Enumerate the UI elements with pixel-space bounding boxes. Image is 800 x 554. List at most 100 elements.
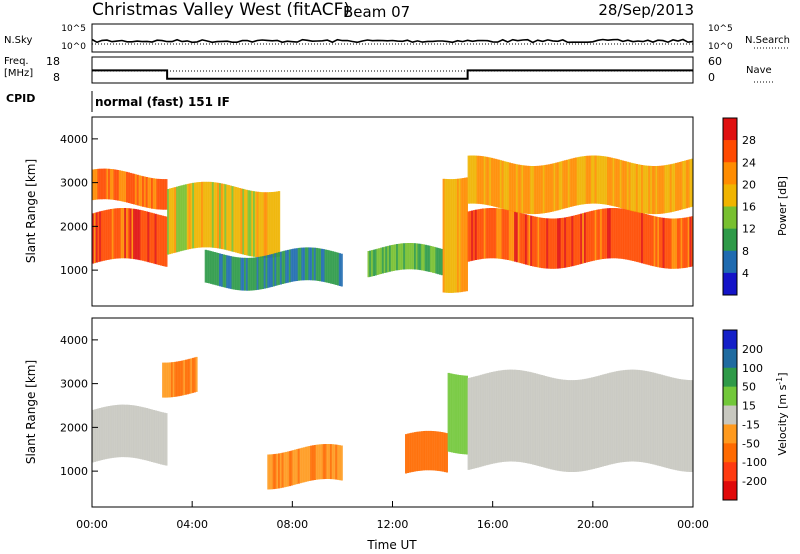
echo-cell [333,444,336,480]
echo-cell [542,218,545,269]
echo-cell [480,374,483,467]
echo-cell [408,433,411,473]
echo-cell [142,210,145,261]
echo-cell [102,210,105,261]
colorbar-tick-label: 24 [742,156,756,169]
echo-cell [97,168,100,200]
echo-cell [147,211,150,263]
echo-cell [508,162,511,211]
echo-cell [174,187,177,253]
velocity-label-main: Velocity [m s [776,384,789,455]
echo-cell [650,215,653,266]
echo-cell [231,256,234,290]
echo-cell [308,446,311,481]
echo-cell [635,369,638,462]
echo-cell [149,212,152,263]
echo-cell [605,208,608,259]
echo-cell [507,162,510,211]
echo-cell [632,163,635,212]
echo-cell [106,209,109,260]
colorbar-tick-label: -200 [742,475,767,488]
echo-cell [455,178,458,293]
echo-cell [460,178,463,293]
echo-cell [558,218,561,269]
echo-cell [625,369,628,462]
echo-cell [292,248,295,282]
echo-cell [134,174,138,205]
echo-cell [515,211,519,263]
echo-cell [399,243,402,270]
echo-cell [236,257,240,291]
echo-cell [306,247,309,281]
echo-cell [340,253,343,287]
echo-cell [542,375,545,468]
echo-cell [376,248,379,275]
echo-cell [471,155,474,204]
noise-right-tick-top: 10^5 [708,24,733,34]
echo-cell [675,218,678,269]
echo-cell [474,155,477,204]
echo-cell [685,217,688,268]
colorbar-swatch [723,140,737,163]
echo-cell [211,251,214,285]
echo-cell [442,178,445,293]
echo-cell [306,446,309,482]
echo-cell [193,357,196,393]
echo-cell [583,378,587,471]
echo-cell [163,179,166,210]
echo-cell [519,164,522,213]
echo-cell [165,216,168,267]
colorbar-swatch [723,443,737,463]
echo-cell [270,192,274,258]
radar-title: Christmas Valley West (fitACF) [92,0,350,20]
echo-cell [380,247,383,274]
echo-cell [229,256,232,289]
echo-cell [292,450,295,486]
echo-cell [558,161,561,210]
echo-cell [512,211,515,262]
echo-cell [109,169,113,200]
echo-cell [117,170,120,201]
echo-cell [549,218,553,269]
echo-cell [142,407,145,460]
echo-cell [99,408,102,461]
time-axis-label: Time UT [366,538,417,552]
echo-cell [415,243,418,270]
date-label: 28/Sep/2013 [598,1,694,19]
echo-cell [503,369,506,462]
echo-cell [204,249,207,283]
echo-cell [524,214,528,265]
echo-cell [158,214,161,266]
echo-cell [483,373,486,466]
echo-cell [526,371,529,464]
echo-cell [617,208,621,259]
echo-cell [601,156,604,205]
echo-cell [233,186,236,253]
echo-cell [387,245,390,273]
echo-cell [115,405,118,458]
echo-cell [447,372,450,452]
echo-cell [537,374,540,466]
colorbar-tick-label: 20 [742,178,756,191]
echo-cell [623,370,626,462]
echo-cell [612,158,615,207]
colorbar-tick-label: -15 [742,418,760,431]
echo-cell [115,208,118,259]
echo-cell [186,359,189,395]
echo-cell [537,165,540,214]
echo-cell [499,208,502,259]
echo-cell [574,215,578,266]
echo-cell [549,377,553,470]
echo-cell [553,378,556,471]
echo-cell [99,168,102,200]
echo-cell [592,210,595,261]
echo-cell [254,257,257,291]
echo-cell [634,369,637,462]
echo-cell [476,155,479,204]
echo-cell [326,249,329,283]
freq-label: Freq. [4,56,29,67]
echo-cell [467,211,470,262]
echo-cell [483,208,486,259]
echo-cell [149,177,152,209]
echo-cell [176,186,179,253]
